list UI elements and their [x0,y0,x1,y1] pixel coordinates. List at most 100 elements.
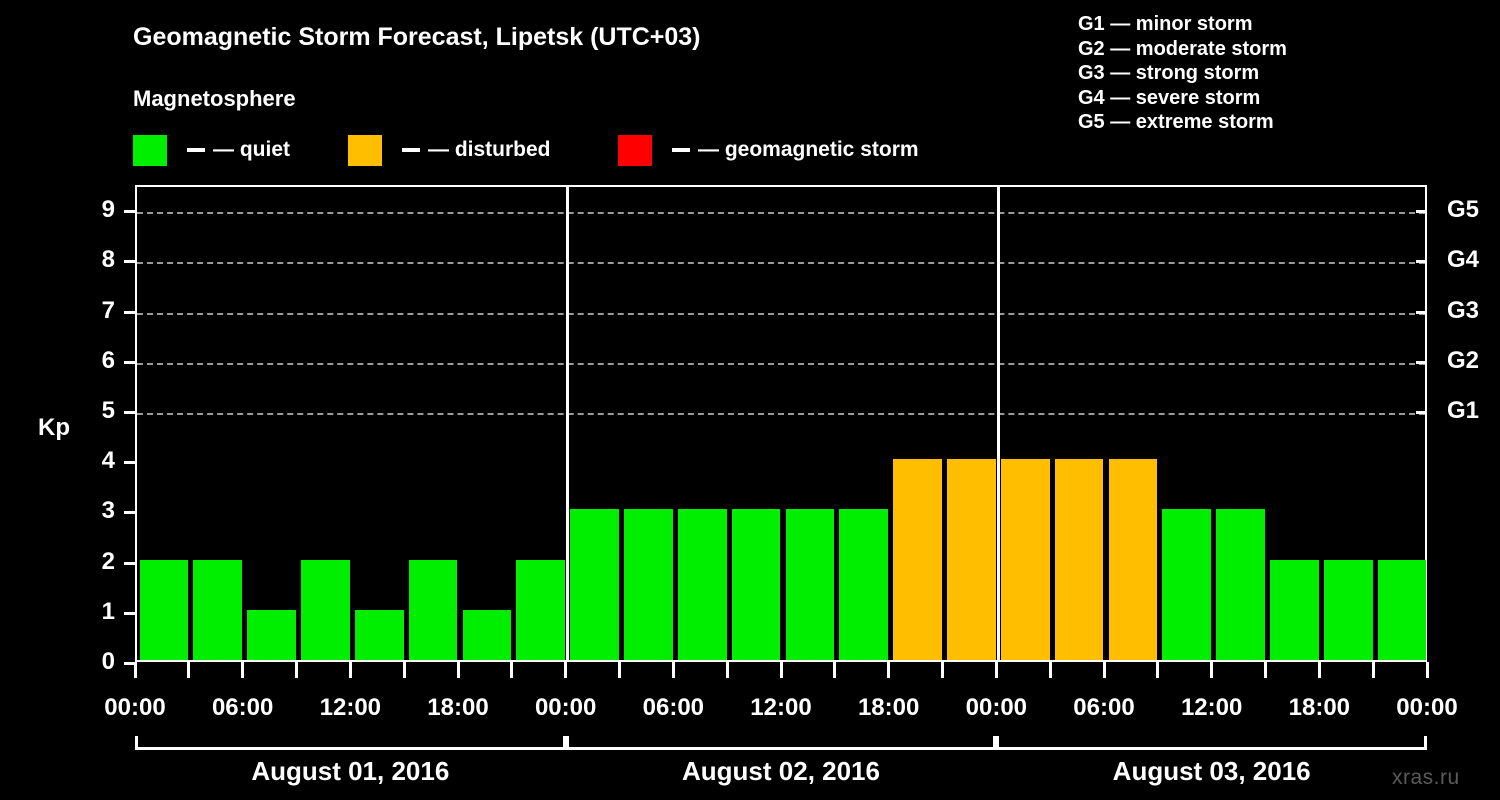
x-tick-label-0: 00:00 [104,694,166,721]
g-scale-legend-row-3: G3 — strong storm [1078,62,1260,84]
bar-11 [731,509,781,660]
bar-7 [516,559,566,660]
y-tick-mark-8 [124,260,135,264]
page-title: Geomagnetic Storm Forecast, Lipetsk (UTC… [133,23,701,51]
y-axis-title: Kp [38,414,70,441]
y-tick-mark-6 [124,360,135,364]
gridline-kp-7 [137,312,1425,315]
x-tick-mark-6 [456,662,460,678]
g-tick-label-G5: G5 [1447,196,1480,224]
bars-layer [137,187,1427,660]
y-tick-label-8: 8 [101,246,115,274]
g-tick-label-G1: G1 [1447,396,1480,424]
legend-swatch-quiet [133,134,167,166]
legend-swatch-disturbed [348,134,382,166]
legend-dash-icon [672,148,690,152]
x-tick-mark-15 [941,662,944,678]
legend-dash-icon [402,148,420,152]
bar-5 [408,559,458,660]
x-tick-label-9: 06:00 [1073,694,1135,721]
x-tick-mark-23 [1371,662,1375,678]
x-tick-mark-18 [1102,662,1106,678]
legend-entry-quiet: — quiet [133,133,290,167]
y-tick-mark-1 [124,611,135,615]
day-caption-3: August 03, 2016 [1112,756,1311,786]
x-tick-mark-14 [887,662,891,678]
bar-15 [947,459,996,660]
y-tick-mark-2 [124,561,135,565]
plot-frame [135,185,1427,662]
bar-2 [247,609,296,660]
bar-6 [462,609,512,660]
x-tick-label-1: 06:00 [211,694,274,721]
x-tick-label-3: 18:00 [427,694,489,721]
day-separator-2 [996,187,1000,660]
x-tick-mark-19 [1156,662,1160,678]
bar-10 [677,509,727,660]
x-tick-mark-20 [1210,662,1214,678]
g-scale-legend-row-4: G4 — severe storm [1078,86,1261,109]
g-scale-legend: G1 — minor storm G2 — moderate storm G3 — … [1078,12,1287,135]
x-tick-label-4: 00:00 [534,694,597,721]
x-tick-label-5: 06:00 [642,694,705,721]
x-tick-mark-17 [1048,662,1052,678]
g-tick-label-G2: G2 [1447,346,1480,374]
y-tick-mark-7 [124,310,135,314]
y-tick-mark-0 [124,662,135,665]
x-tick-mark-16 [994,662,998,678]
y-tick-label-2: 2 [101,547,115,575]
x-tick-mark-5 [402,662,406,678]
legend-label-geomagnetic-storm: — geomagnetic storm [698,138,919,161]
day-caption-2: August 02, 2016 [682,756,880,786]
x-tick-mark-12 [779,662,783,678]
day-bracket-3 [996,736,1427,750]
y-tick-label-4: 4 [101,447,115,475]
legend-entry-geomagnetic-storm: — geomagnetic storm [618,133,919,167]
g-scale-legend-row-1: G1 — minor storm [1078,13,1253,35]
bar-9 [624,509,673,660]
y-tick-label-0: 0 [101,648,115,675]
g-tick-mark-G5 [1416,210,1427,214]
bar-21 [1270,559,1319,660]
bar-14 [893,459,942,660]
x-tick-label-12: 00:00 [1396,694,1458,721]
g-scale-legend-row-2: G2 — moderate storm [1078,37,1287,60]
bar-1 [193,559,243,660]
g-tick-mark-G1 [1416,410,1427,414]
gridline-kp-5 [137,412,1425,415]
x-tick-mark-24 [1425,662,1429,678]
g-tick-label-G4: G4 [1447,246,1480,274]
legend-label-disturbed: — disturbed [428,138,551,161]
y-tick-label-5: 5 [101,396,115,424]
g-tick-label-G3: G3 [1447,296,1480,324]
legend-label-quiet: — quiet [213,138,290,161]
day-bracket-2 [565,736,997,750]
bar-16 [1000,459,1050,660]
x-tick-mark-9 [618,662,621,678]
bar-3 [301,559,350,660]
x-tick-mark-3 [295,662,298,678]
g-tick-mark-G2 [1416,360,1427,364]
x-tick-mark-22 [1317,662,1321,678]
g-scale-legend-row-5: G5 — extreme storm [1078,111,1274,133]
day-bracket-1 [135,736,566,750]
bar-18 [1108,459,1158,660]
watermark: xras.ru [1392,766,1460,789]
bar-17 [1054,459,1104,660]
x-tick-mark-0 [133,662,137,678]
bar-20 [1216,509,1265,660]
y-tick-mark-9 [124,210,135,214]
day-caption-1: August 01, 2016 [251,756,450,786]
legend-swatch-geomagnetic-storm [618,134,652,166]
x-tick-mark-11 [725,662,729,678]
bar-23 [1377,559,1427,660]
x-tick-mark-7 [510,662,514,678]
bar-0 [139,559,189,660]
legend-heading: Magnetosphere [133,86,296,111]
y-tick-label-9: 9 [101,196,115,224]
y-tick-label-6: 6 [101,346,115,374]
x-tick-label-2: 12:00 [319,694,382,721]
day-separator-1 [566,187,570,660]
bar-8 [570,509,619,660]
gridline-kp-9 [137,212,1425,215]
